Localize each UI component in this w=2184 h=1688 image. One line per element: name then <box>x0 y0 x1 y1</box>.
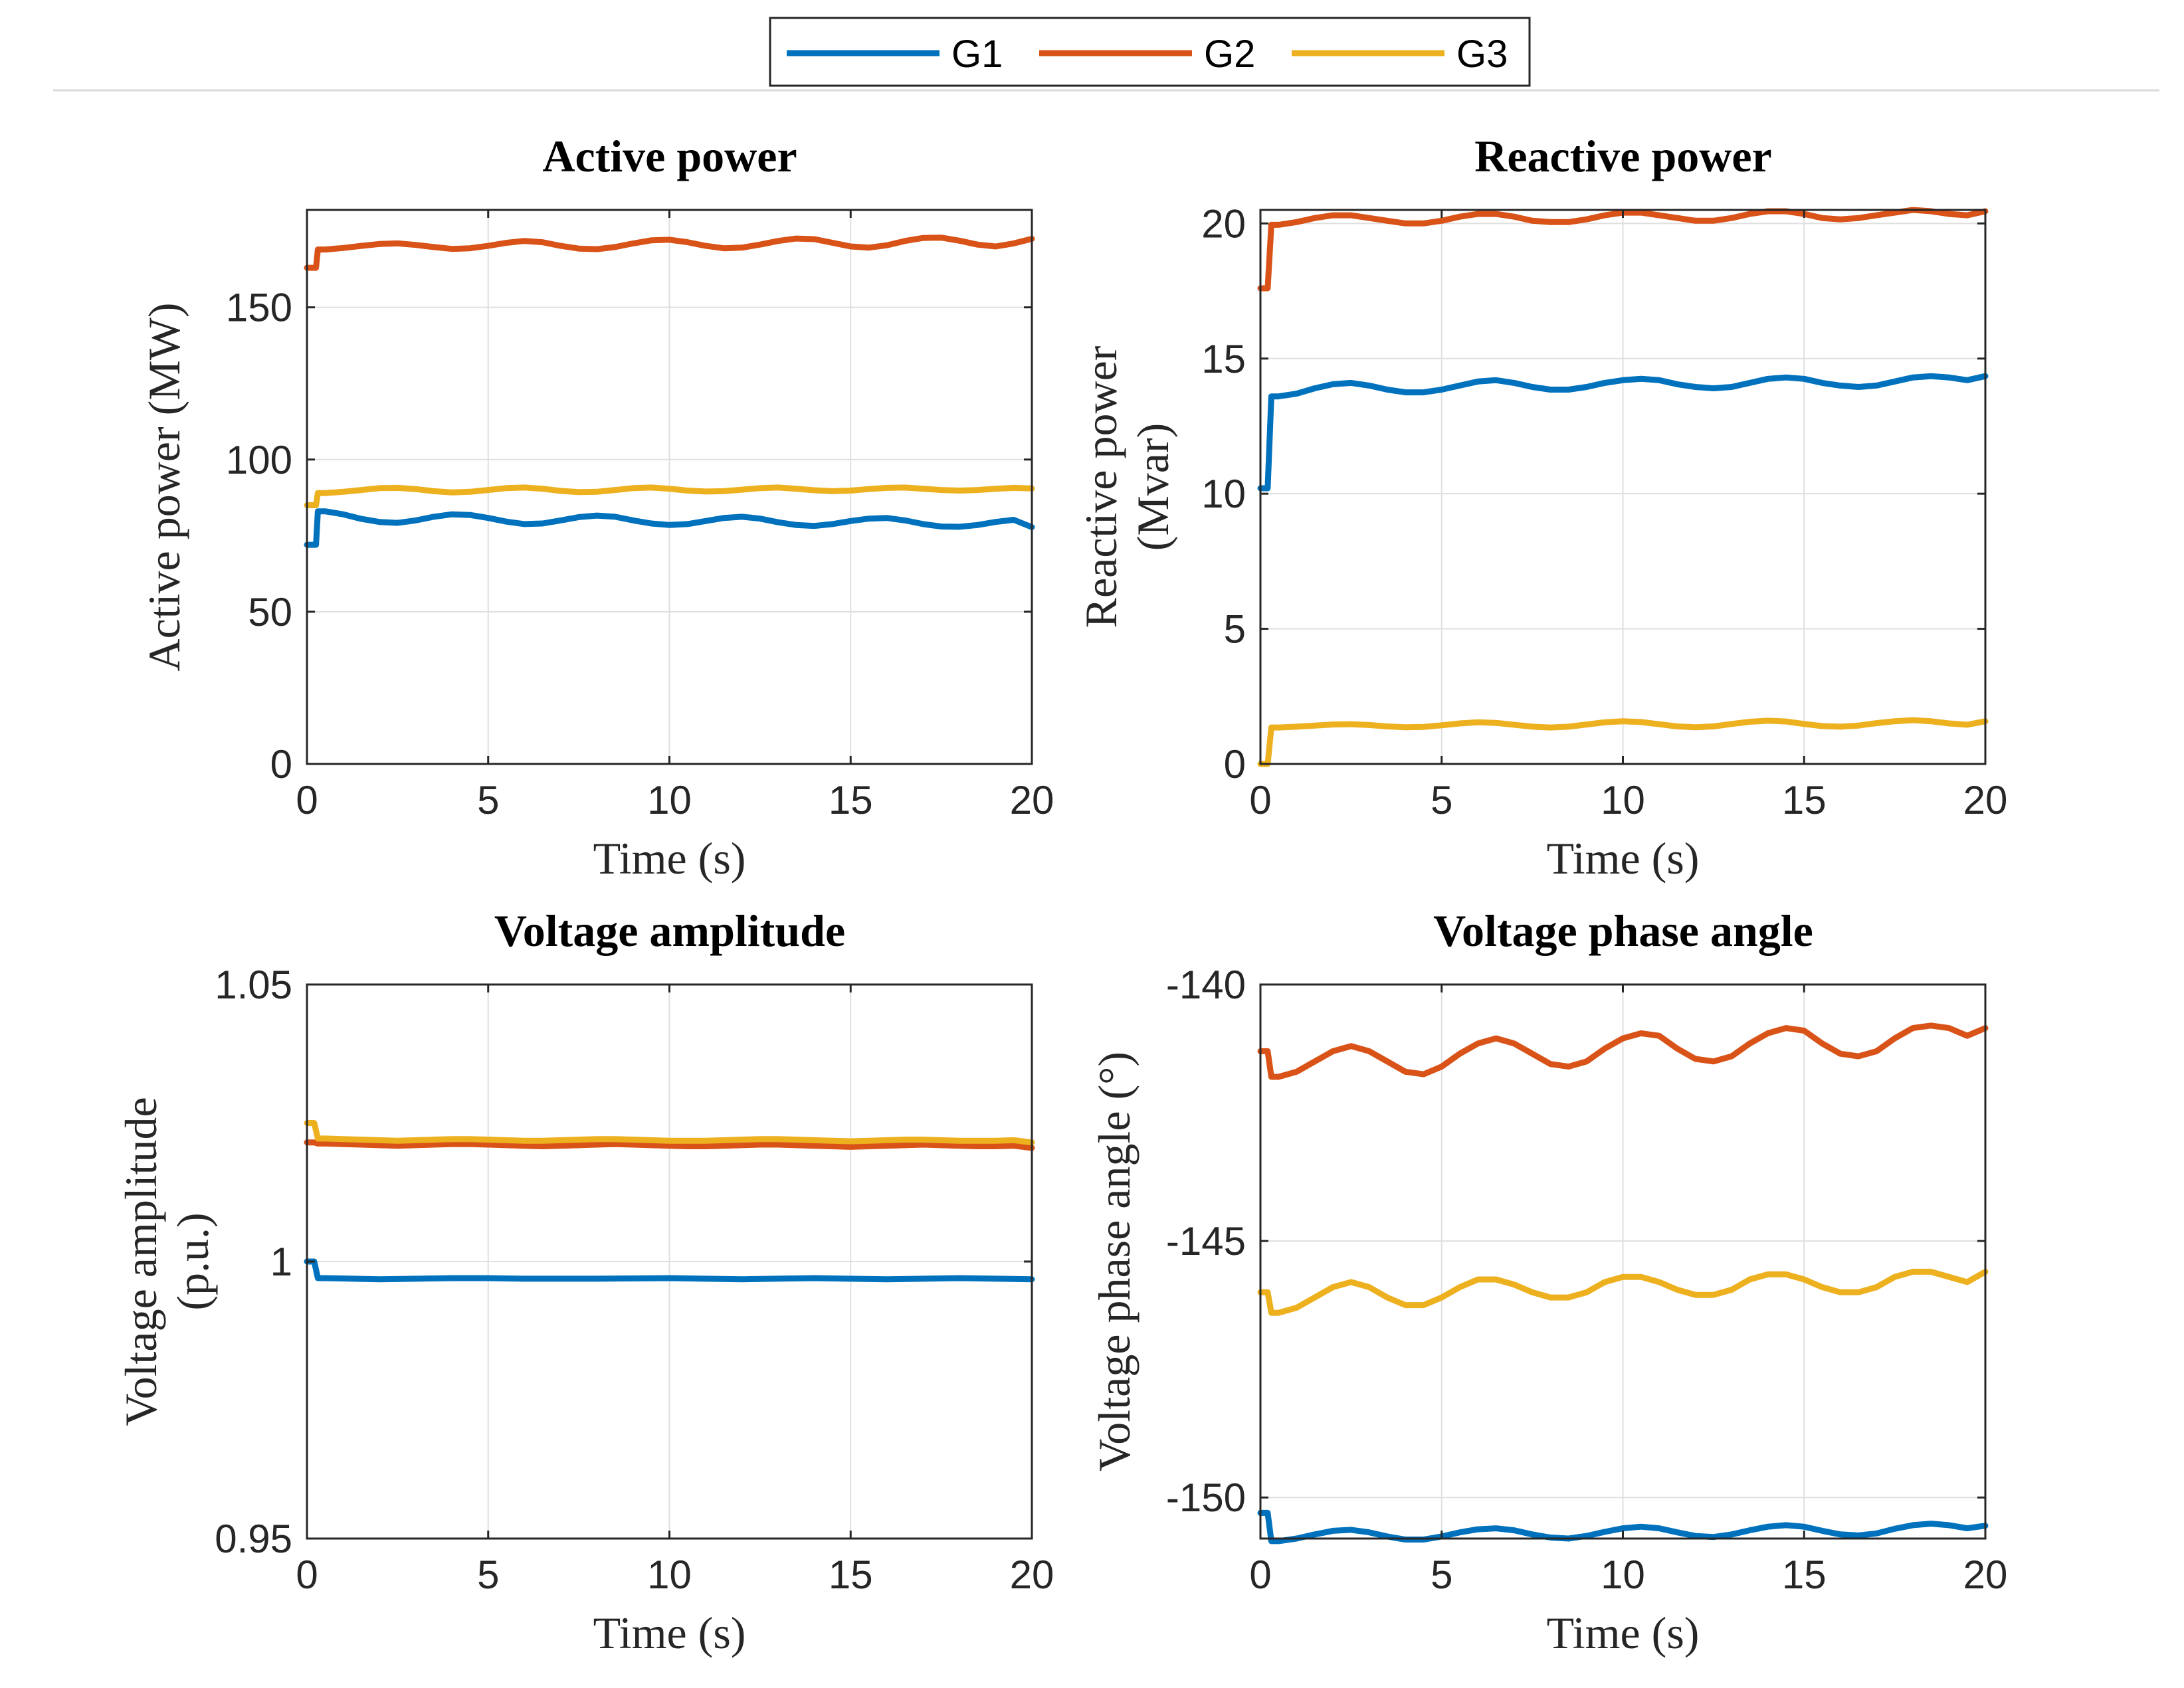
voltage-phase-angle-series-g1 <box>1257 1509 1989 1545</box>
reactive-power-x-tick-label: 10 <box>1601 778 1645 822</box>
reactive-power-y-tick-label: 20 <box>1201 201 1246 246</box>
voltage-amplitude-y-tick-label: 0.95 <box>215 1517 292 1561</box>
voltage-phase-angle-x-tick-label: 0 <box>1249 1552 1271 1597</box>
active-power-y-tick-label: 150 <box>226 286 292 330</box>
voltage-phase-angle-x-label: Time (s) <box>1547 1608 1700 1658</box>
voltage-amplitude-title: Voltage amplitude <box>494 905 845 956</box>
voltage-amplitude-x-label: Time (s) <box>593 1608 746 1658</box>
voltage-amplitude-x-tick-label: 20 <box>1010 1552 1054 1597</box>
legend: G1 G2 G3 <box>769 17 1531 87</box>
legend-label-g2: G2 <box>1204 33 1255 76</box>
voltage-amplitude-y-label: Voltage amplitude <box>116 1097 166 1426</box>
voltage-amplitude-plot: 0 5 10 15 20 0.95 1 1.05 Voltage amplitude Time (… <box>116 905 1054 1658</box>
reactive-power-y-tick-label: 5 <box>1224 607 1246 652</box>
voltage-phase-angle-y-tick-label: -140 <box>1166 963 1246 1007</box>
voltage-amplitude-y-label: (p.u.) <box>167 1212 218 1310</box>
voltage-phase-angle-x-tick-label: 5 <box>1431 1552 1452 1597</box>
reactive-power-y-tick-label: 0 <box>1224 742 1246 787</box>
active-power-x-tick-label: 15 <box>829 778 873 822</box>
voltage-phase-angle-x-tick-label: 20 <box>1963 1552 2008 1597</box>
reactive-power-series-g2 <box>1257 207 1989 292</box>
voltage-amplitude-series-g2 <box>304 1139 1035 1151</box>
reactive-power-y-tick-label: 10 <box>1201 472 1246 516</box>
reactive-power-series-g3 <box>1257 717 1989 767</box>
active-power-plot: 0 5 10 15 20 0 50 100 150 Active power Time (s) Act… <box>139 131 1054 884</box>
reactive-power-x-tick-label: 5 <box>1431 778 1452 822</box>
voltage-amplitude-y-tick-label: 1 <box>270 1240 292 1284</box>
reactive-power-y-label: Reactive power <box>1076 345 1126 628</box>
reactive-power-plot: 0 5 10 15 20 0 5 10 15 20 Reactive power Time (s) Re… <box>1076 131 2007 884</box>
active-power-series-g2 <box>304 234 1035 271</box>
voltage-phase-angle-series-g3 <box>1257 1268 1989 1316</box>
legend-label-g1: G1 <box>951 33 1003 76</box>
voltage-amplitude-x-tick-label: 0 <box>296 1552 318 1597</box>
legend-label-g3: G3 <box>1456 33 1508 76</box>
voltage-phase-angle-title: Voltage phase angle <box>1433 905 1813 956</box>
active-power-series-g1 <box>304 508 1035 548</box>
active-power-y-tick-label: 50 <box>248 590 292 634</box>
reactive-power-title: Reactive power <box>1474 131 1771 181</box>
voltage-phase-angle-x-tick-label: 15 <box>1782 1552 1827 1597</box>
voltage-amplitude-series-g3 <box>304 1120 1035 1146</box>
reactive-power-y-label: (Mvar) <box>1128 423 1178 551</box>
reactive-power-y-tick-label: 15 <box>1201 337 1246 381</box>
voltage-amplitude-series-g1 <box>304 1258 1035 1283</box>
reactive-power-series-g1 <box>1257 373 1989 492</box>
voltage-amplitude-x-tick-label: 15 <box>829 1552 873 1597</box>
active-power-y-tick-label: 100 <box>226 438 292 482</box>
active-power-x-tick-label: 0 <box>296 778 318 822</box>
active-power-title: Active power <box>542 131 797 181</box>
voltage-phase-angle-y-tick-label: -145 <box>1166 1219 1246 1264</box>
voltage-phase-angle-y-tick-label: -150 <box>1166 1475 1246 1520</box>
reactive-power-x-tick-label: 0 <box>1249 778 1271 822</box>
active-power-x-tick-label: 20 <box>1010 778 1054 822</box>
active-power-series-g3 <box>304 484 1035 508</box>
voltage-amplitude-x-tick-label: 10 <box>647 1552 692 1597</box>
voltage-phase-angle-plot: 0 5 10 15 20 -150 -145 -140 Voltage phase angle T… <box>1089 905 2007 1658</box>
active-power-y-tick-label: 0 <box>270 742 292 787</box>
active-power-x-tick-label: 5 <box>477 778 499 822</box>
reactive-power-x-tick-label: 20 <box>1963 778 2008 822</box>
voltage-amplitude-x-tick-label: 5 <box>477 1552 499 1597</box>
active-power-y-label: Active power (MW) <box>139 302 189 671</box>
reactive-power-x-tick-label: 15 <box>1782 778 1827 822</box>
reactive-power-x-label: Time (s) <box>1547 833 1700 884</box>
voltage-phase-angle-x-tick-label: 10 <box>1601 1552 1645 1597</box>
active-power-x-tick-label: 10 <box>647 778 692 822</box>
voltage-phase-angle-series-g2 <box>1257 1022 1989 1080</box>
voltage-amplitude-y-tick-label: 1.05 <box>215 963 292 1007</box>
active-power-x-label: Time (s) <box>593 833 746 884</box>
voltage-phase-angle-y-label: Voltage phase angle (°) <box>1089 1052 1140 1471</box>
